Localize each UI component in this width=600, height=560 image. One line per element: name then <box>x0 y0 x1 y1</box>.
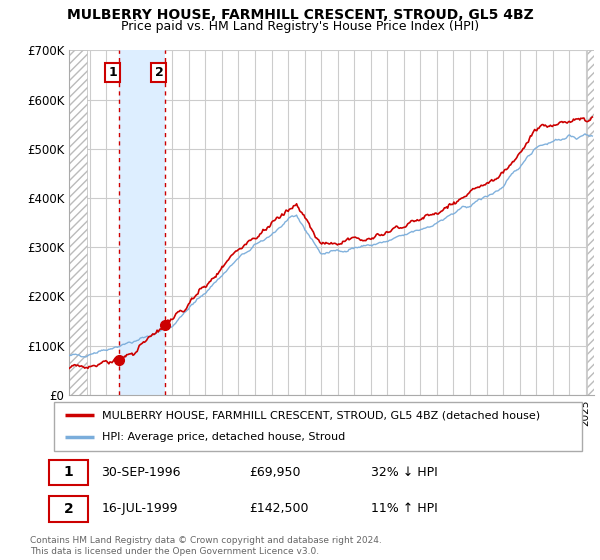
Text: 16-JUL-1999: 16-JUL-1999 <box>101 502 178 515</box>
Text: Contains HM Land Registry data © Crown copyright and database right 2024.
This d: Contains HM Land Registry data © Crown c… <box>30 536 382 556</box>
Bar <box>69 50 87 395</box>
Text: 2: 2 <box>155 66 163 79</box>
Text: £142,500: £142,500 <box>250 502 309 515</box>
Text: MULBERRY HOUSE, FARMHILL CRESCENT, STROUD, GL5 4BZ (detached house): MULBERRY HOUSE, FARMHILL CRESCENT, STROU… <box>101 410 539 421</box>
FancyBboxPatch shape <box>49 460 88 486</box>
Text: 32% ↓ HPI: 32% ↓ HPI <box>371 466 437 479</box>
Text: MULBERRY HOUSE, FARMHILL CRESCENT, STROUD, GL5 4BZ: MULBERRY HOUSE, FARMHILL CRESCENT, STROU… <box>67 8 533 22</box>
Bar <box>587 50 594 395</box>
Text: 1: 1 <box>64 465 73 479</box>
Text: 30-SEP-1996: 30-SEP-1996 <box>101 466 181 479</box>
Text: 1: 1 <box>109 66 117 79</box>
Text: 11% ↑ HPI: 11% ↑ HPI <box>371 502 437 515</box>
Bar <box>119 50 165 395</box>
Text: £69,950: £69,950 <box>250 466 301 479</box>
FancyBboxPatch shape <box>54 402 582 451</box>
Text: Price paid vs. HM Land Registry's House Price Index (HPI): Price paid vs. HM Land Registry's House … <box>121 20 479 32</box>
Text: HPI: Average price, detached house, Stroud: HPI: Average price, detached house, Stro… <box>101 432 345 442</box>
FancyBboxPatch shape <box>49 496 88 522</box>
Text: 2: 2 <box>64 502 73 516</box>
